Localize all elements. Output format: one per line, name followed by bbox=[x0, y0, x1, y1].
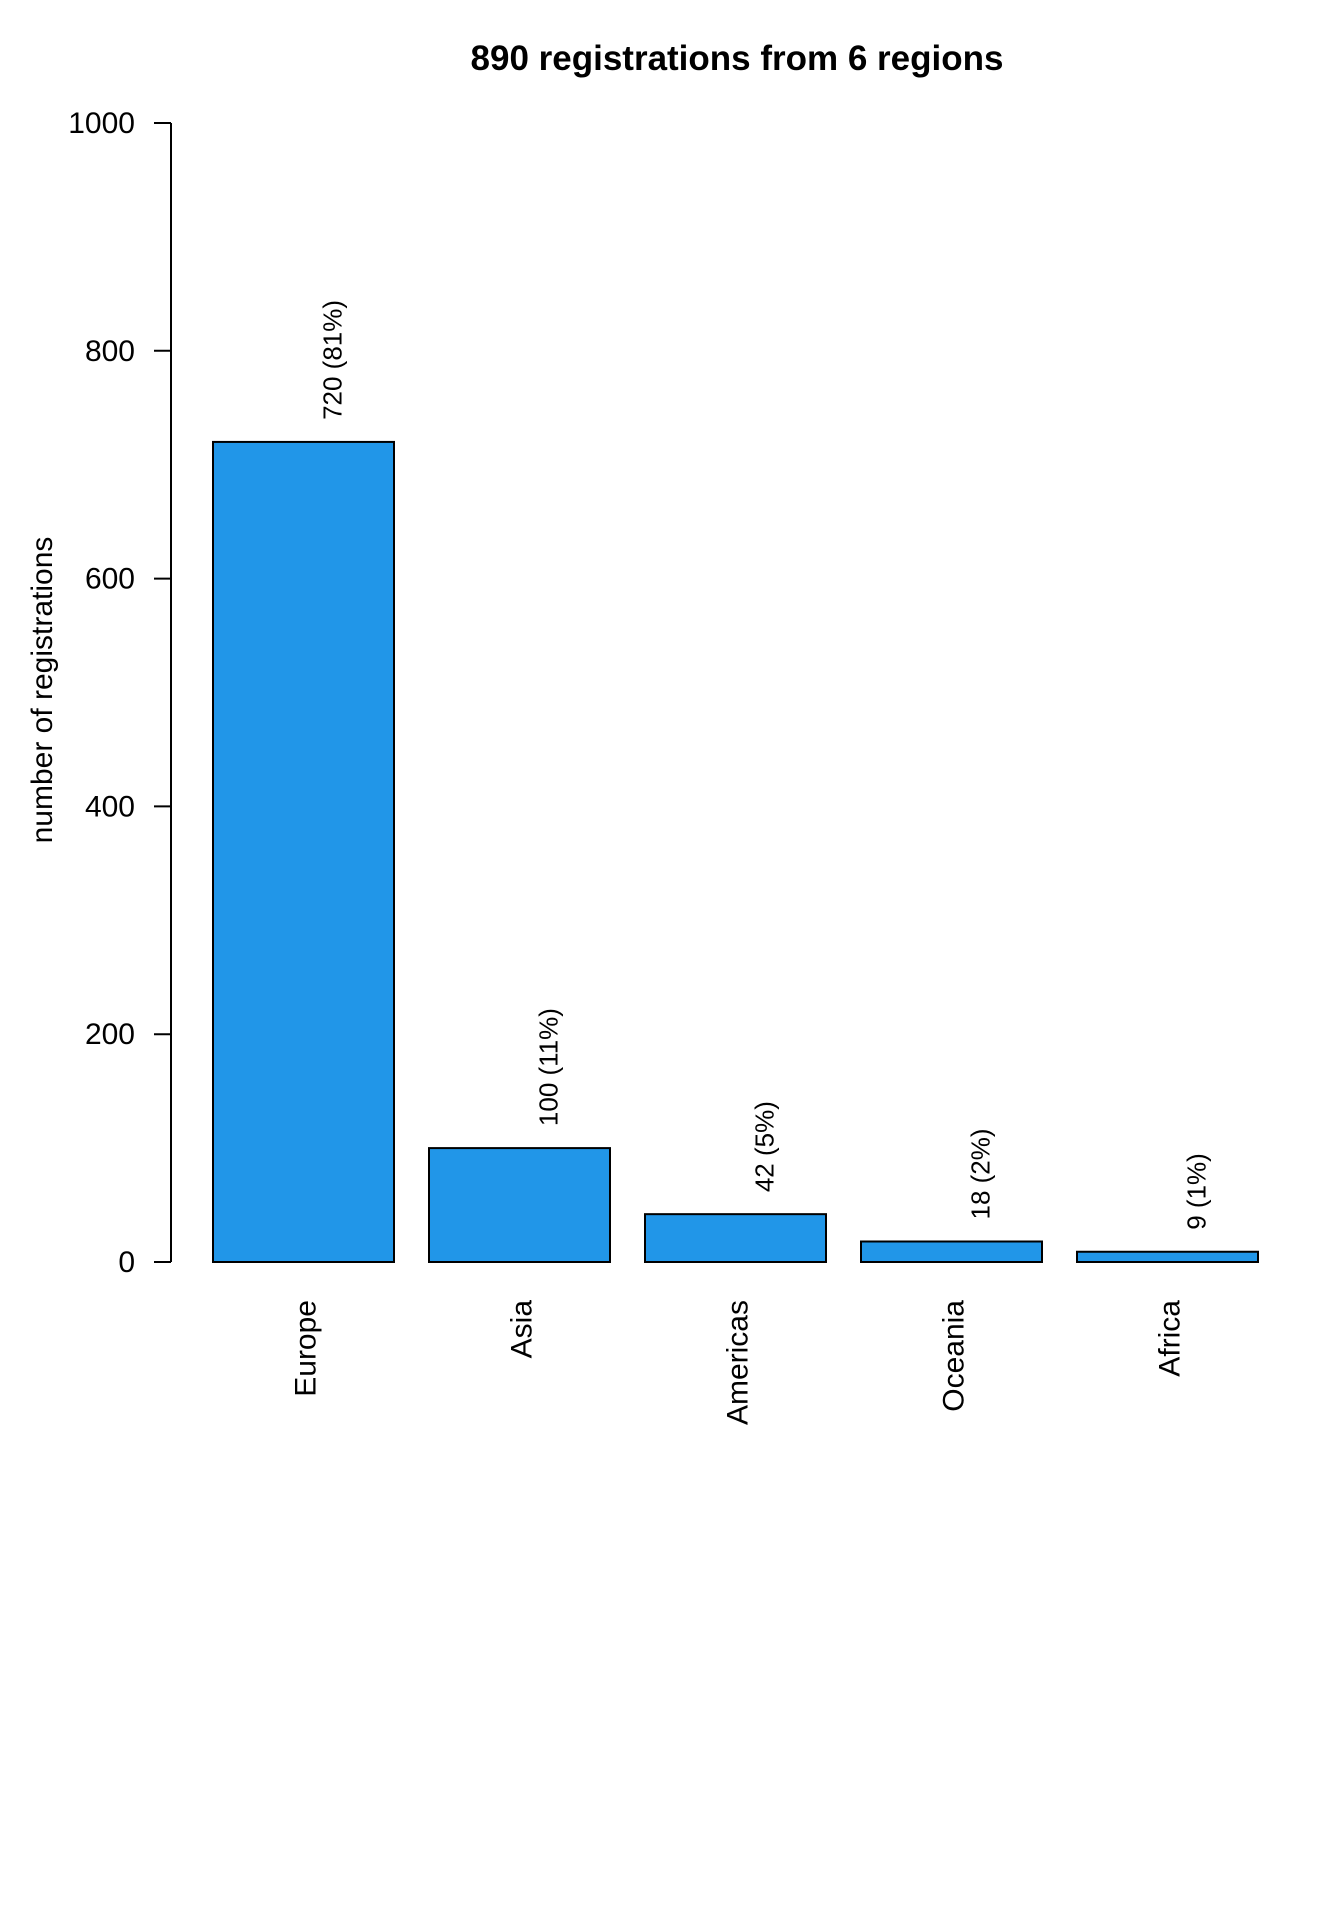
data-label: 18 (2%) bbox=[966, 1128, 996, 1219]
data-label: 9 (1%) bbox=[1182, 1153, 1212, 1230]
category-label: Oceania bbox=[938, 1300, 971, 1412]
chart-title: 890 registrations from 6 regions bbox=[471, 39, 1004, 78]
category-label: Europe bbox=[290, 1300, 323, 1397]
category-labels-group: Europe Asia Americas Oceania Africa bbox=[290, 1300, 1187, 1425]
y-tick-label: 800 bbox=[85, 335, 135, 368]
y-axis-label: number of registrations bbox=[26, 537, 59, 844]
data-label: 42 (5%) bbox=[750, 1101, 780, 1192]
bar-africa bbox=[1076, 1250, 1259, 1264]
data-label: 100 (11%) bbox=[534, 1008, 564, 1126]
y-tick-label: 0 bbox=[118, 1246, 135, 1279]
y-tick-label: 1000 bbox=[68, 107, 135, 140]
bar-europe bbox=[212, 440, 395, 1264]
category-label: Asia bbox=[506, 1300, 539, 1359]
bar-oceania bbox=[860, 1240, 1043, 1264]
y-tick-label: 600 bbox=[85, 563, 135, 596]
bar-americas bbox=[644, 1213, 827, 1263]
data-label: 720 (81%) bbox=[318, 300, 348, 420]
data-labels-group: 720 (81%) 100 (11%) 42 (5%) 18 (2%) 9 (1%) bbox=[318, 300, 1212, 1230]
category-label: Africa bbox=[1154, 1300, 1187, 1377]
bars-group bbox=[212, 440, 1259, 1264]
y-tick-label: 400 bbox=[85, 790, 135, 823]
y-axis-ticks: 0 200 400 600 800 1000 bbox=[68, 107, 171, 1279]
y-tick-label: 200 bbox=[85, 1018, 135, 1051]
bar-asia bbox=[428, 1147, 611, 1263]
category-label: Americas bbox=[722, 1300, 755, 1425]
